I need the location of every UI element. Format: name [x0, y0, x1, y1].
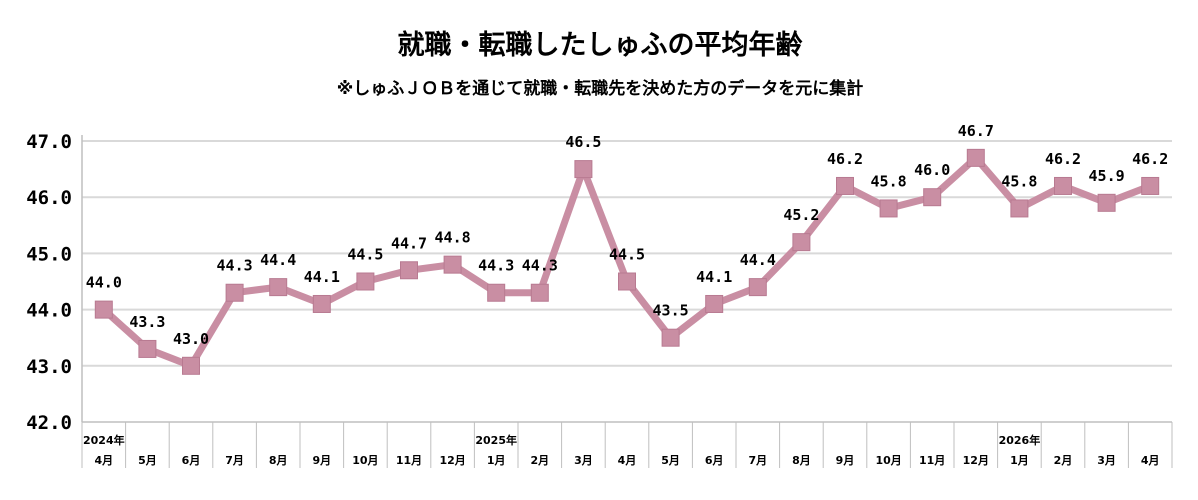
data-label: 46.2 [1132, 150, 1168, 168]
data-series [94, 148, 1160, 375]
x-tick-label: 4月 [618, 454, 637, 467]
data-label: 46.2 [1045, 150, 1081, 168]
data-label: 43.0 [173, 330, 209, 348]
data-label: 44.8 [435, 229, 471, 247]
data-label: 46.0 [914, 161, 950, 179]
data-point [487, 283, 506, 302]
data-point [443, 255, 462, 274]
data-labels: 44.0 43.3 43.0 44.3 44.4 44.1 44.5 44.7 44.8 44.3… [86, 122, 1169, 348]
data-label: 44.5 [347, 246, 383, 264]
chart-title: 就職・転職したしゅふの平均年齢 [398, 29, 803, 61]
x-tick-label: 5月 [661, 454, 680, 467]
x-year-label: 2026年 [999, 433, 1041, 447]
data-point [661, 328, 680, 347]
data-point [356, 272, 375, 291]
x-tick-label: 5月 [138, 454, 157, 467]
data-point [792, 233, 811, 252]
x-tick-label: 4月 [1141, 454, 1160, 467]
data-point [530, 283, 549, 302]
x-tick-label: 8月 [792, 454, 811, 467]
x-tick-label: 9月 [836, 454, 855, 467]
data-point [705, 294, 724, 313]
data-point [94, 300, 113, 319]
x-tick-label: 3月 [1097, 454, 1116, 467]
x-tick-label: 1月 [487, 454, 506, 467]
data-point [1097, 193, 1116, 212]
x-year-label: 2024年 [83, 433, 125, 447]
data-label: 44.7 [391, 234, 427, 252]
data-label: 44.5 [609, 246, 645, 264]
data-point [574, 160, 593, 179]
data-label: 45.8 [871, 172, 907, 190]
y-tick-label: 43.0 [26, 356, 72, 378]
data-point [182, 356, 200, 375]
data-point [1010, 199, 1029, 218]
data-label: 45.2 [783, 206, 819, 224]
data-point [966, 148, 985, 167]
y-axis: 42.0 43.0 44.0 45.0 46.0 47.0 [26, 131, 83, 434]
x-tick-label: 10月 [352, 454, 378, 467]
y-tick-label: 47.0 [26, 131, 72, 153]
data-point [312, 294, 331, 313]
x-tick-label: 6月 [182, 454, 201, 467]
x-tick-label: 12月 [963, 454, 989, 467]
data-point [138, 339, 157, 358]
data-point [879, 199, 898, 218]
x-tick-label: 1月 [1010, 454, 1029, 467]
data-point [1141, 176, 1160, 195]
data-label: 46.7 [958, 122, 994, 140]
x-tick-label: 2月 [530, 454, 549, 467]
x-year-label: 2025年 [475, 433, 517, 447]
data-label: 44.3 [478, 257, 514, 275]
y-tick-label: 45.0 [26, 243, 72, 265]
data-point [618, 272, 636, 291]
data-label: 44.3 [217, 257, 253, 275]
data-label: 45.9 [1089, 167, 1125, 185]
data-point [225, 283, 244, 302]
x-tick-label: 11月 [919, 454, 945, 467]
y-tick-label: 46.0 [26, 187, 72, 209]
x-tick-label: 9月 [312, 454, 331, 467]
data-label: 44.0 [86, 274, 122, 292]
x-tick-label: 6月 [705, 454, 724, 467]
chart-subtitle: ※しゅふＪＯＢを通じて就職・転職先を決めた方のデータを元に集計 [337, 78, 864, 99]
x-tick-label: 7月 [748, 454, 767, 467]
data-label: 44.4 [740, 251, 776, 269]
data-point [1054, 176, 1072, 195]
x-tick-label: 4月 [94, 454, 113, 467]
data-point [269, 278, 288, 297]
data-point [400, 261, 418, 280]
data-label: 44.1 [696, 268, 732, 286]
x-tick-label: 3月 [574, 454, 593, 467]
data-point [836, 176, 854, 195]
x-tick-label: 12月 [439, 454, 465, 467]
data-point [923, 188, 942, 207]
data-label: 43.3 [129, 313, 165, 331]
data-label: 44.3 [522, 257, 558, 275]
data-label: 45.8 [1001, 172, 1037, 190]
data-label: 44.1 [304, 268, 340, 286]
gridlines [82, 140, 1172, 367]
x-tick-label: 8月 [269, 454, 288, 467]
data-point [748, 278, 767, 297]
x-tick-label: 11月 [396, 454, 422, 467]
y-tick-label: 42.0 [26, 412, 72, 434]
x-tick-label: 2月 [1054, 454, 1073, 467]
x-axis: 4月 5月 6月 7月 8月 9月 10月 11月 12月 1月 2月 3月 4月 5月 6月 7月 8月 9月 1… [81, 421, 1173, 468]
y-tick-label: 44.0 [26, 300, 72, 322]
data-label: 46.2 [827, 150, 863, 168]
data-label: 44.4 [260, 251, 296, 269]
data-label: 43.5 [653, 302, 689, 320]
x-tick-label: 10月 [875, 454, 901, 467]
x-tick-label: 7月 [225, 454, 244, 467]
data-label: 46.5 [565, 133, 601, 151]
